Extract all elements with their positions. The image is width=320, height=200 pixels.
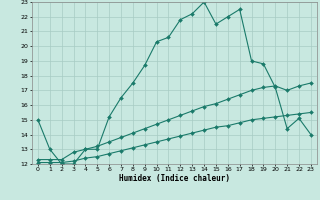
X-axis label: Humidex (Indice chaleur): Humidex (Indice chaleur) <box>119 174 230 183</box>
